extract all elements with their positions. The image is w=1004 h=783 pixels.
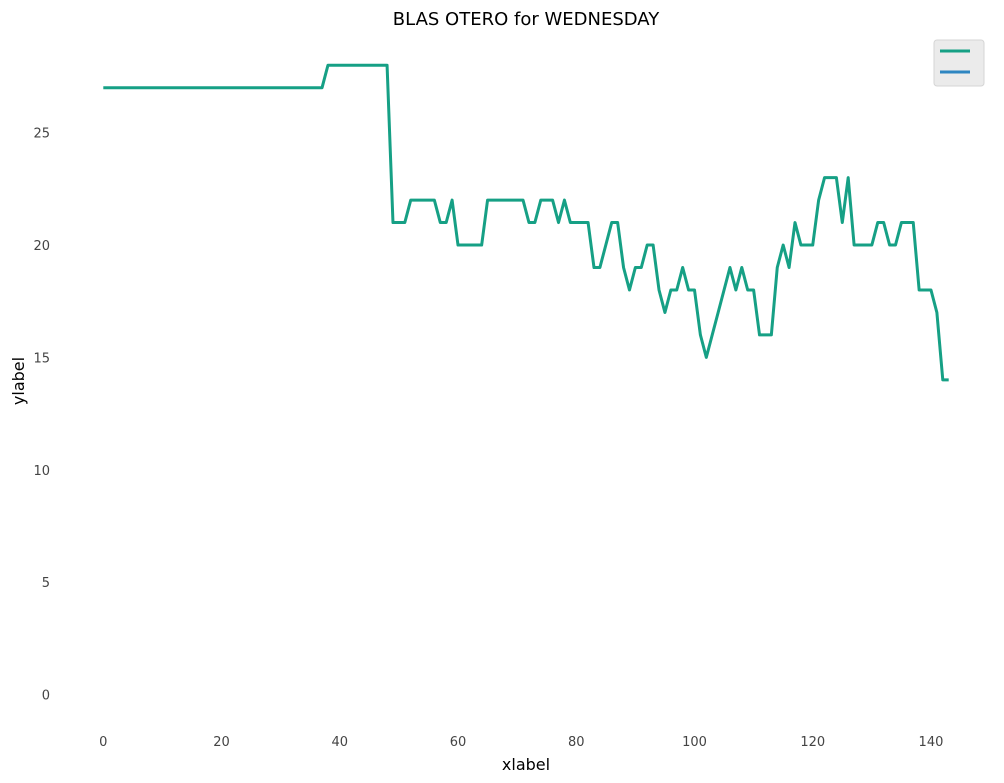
series-line-0 [103, 63, 949, 382]
x-tick-label: 0 [99, 735, 107, 750]
x-tick-label: 100 [682, 735, 707, 750]
x-tick-label: 40 [332, 735, 349, 750]
x-tick-label: 60 [450, 735, 467, 750]
legend [933, 39, 985, 87]
series-lines [103, 63, 949, 382]
x-tick-label: 140 [919, 735, 944, 750]
x-axis-ticks: 0 20 40 60 80 100 120 140 [99, 735, 943, 750]
legend-box [933, 39, 985, 87]
x-tick-label: 20 [213, 735, 230, 750]
y-tick-label: 0 [42, 689, 50, 704]
y-tick-label: 10 [33, 464, 50, 479]
x-tick-label: 80 [568, 735, 585, 750]
y-tick-label: 20 [33, 239, 50, 254]
x-axis-label: xlabel [502, 755, 550, 774]
x-tick-label: 120 [800, 735, 825, 750]
y-axis-ticks: 0 5 10 15 20 25 [33, 127, 50, 704]
y-tick-label: 5 [42, 576, 50, 591]
y-tick-label: 25 [33, 127, 50, 142]
chart-title: BLAS OTERO for WEDNESDAY [393, 9, 660, 30]
y-tick-label: 15 [33, 351, 50, 366]
y-axis-label: ylabel [9, 357, 28, 405]
